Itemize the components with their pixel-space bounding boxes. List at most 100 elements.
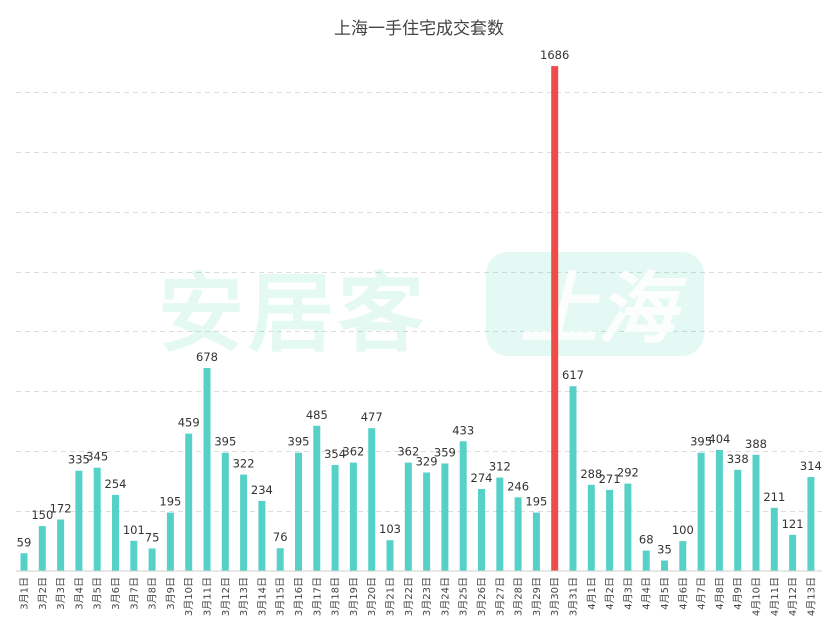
data-label: 678 — [196, 350, 218, 364]
x-tick-label: 3月29日 — [531, 577, 543, 616]
data-label: 103 — [379, 522, 401, 536]
bar — [112, 494, 119, 571]
bar — [423, 472, 431, 571]
x-tick-label: 3月27日 — [494, 577, 506, 616]
bar — [331, 465, 339, 571]
x-tick-label: 4月3日 — [622, 577, 634, 610]
data-label: 395 — [288, 435, 310, 449]
x-tick-label: 3月16日 — [293, 577, 305, 616]
watermark-logo: 安居客 上海 — [158, 252, 704, 364]
x-tick-label: 3月30日 — [549, 577, 561, 616]
x-tick-label: 4月4日 — [641, 577, 653, 610]
x-tick-label: 4月2日 — [604, 577, 616, 610]
bar — [130, 540, 138, 571]
data-label: 345 — [86, 450, 108, 464]
bar — [276, 548, 284, 571]
data-label: 312 — [489, 460, 511, 474]
bar — [221, 452, 229, 571]
data-label: 75 — [145, 531, 160, 545]
data-label: 68 — [639, 533, 654, 547]
bar — [551, 66, 559, 571]
data-label: 254 — [105, 477, 127, 491]
data-label: 234 — [251, 483, 273, 497]
x-tick-label: 3月2日 — [37, 577, 49, 610]
data-label: 76 — [273, 530, 288, 544]
data-label: 359 — [434, 446, 456, 460]
data-label: 477 — [361, 410, 383, 424]
x-tick-label: 4月8日 — [714, 577, 726, 610]
data-label: 1686 — [540, 48, 569, 62]
bar — [752, 454, 760, 571]
bar — [38, 526, 46, 571]
data-label: 322 — [233, 457, 255, 471]
x-tick-label: 4月13日 — [805, 577, 817, 616]
x-tick-label: 3月24日 — [439, 577, 451, 616]
bar — [697, 452, 705, 571]
data-label: 274 — [471, 471, 493, 485]
x-tick-label: 3月31日 — [568, 577, 580, 616]
data-label: 271 — [599, 472, 621, 486]
bar — [93, 467, 101, 571]
x-tick-label: 3月20日 — [366, 577, 378, 616]
bar — [185, 433, 193, 571]
x-tick-label: 3月13日 — [238, 577, 250, 616]
x-tick-label: 4月11日 — [769, 577, 781, 616]
bar — [258, 500, 266, 571]
data-label: 101 — [123, 523, 145, 537]
bar — [166, 512, 174, 571]
data-label: 329 — [416, 455, 438, 469]
data-label: 362 — [397, 445, 419, 459]
data-label: 292 — [617, 466, 639, 480]
x-tick-label: 3月12日 — [220, 577, 232, 616]
data-label: 195 — [525, 495, 547, 509]
data-label: 617 — [562, 368, 584, 382]
chart-title: 上海一手住宅成交套数 — [334, 19, 504, 39]
bar — [807, 477, 815, 571]
bar — [642, 550, 650, 571]
watermark-brand: 安居客 — [158, 264, 428, 364]
data-label: 314 — [800, 459, 822, 473]
watermark-badge — [486, 252, 704, 356]
x-tick-label: 4月10日 — [751, 577, 763, 616]
bar — [20, 553, 28, 571]
bar — [57, 519, 65, 571]
bar — [661, 560, 668, 571]
bar — [715, 450, 723, 571]
x-tick-label: 4月12日 — [787, 577, 799, 616]
x-tick-label: 4月5日 — [659, 577, 671, 610]
data-label: 195 — [159, 495, 181, 509]
bar — [478, 489, 485, 571]
bar — [606, 489, 614, 571]
data-label: 395 — [214, 435, 236, 449]
x-tick-label: 3月6日 — [110, 577, 122, 610]
data-label: 59 — [17, 535, 32, 549]
data-label: 395 — [690, 435, 712, 449]
bar — [770, 507, 778, 571]
bar — [587, 484, 595, 571]
data-label: 246 — [507, 479, 529, 493]
x-tick-label: 3月1日 — [19, 577, 31, 610]
x-tick-label: 3月17日 — [311, 577, 323, 616]
data-label: 354 — [324, 447, 346, 461]
data-label: 35 — [657, 543, 672, 557]
x-tick-label: 3月14日 — [256, 577, 268, 616]
data-label: 433 — [452, 423, 474, 437]
bar — [148, 548, 156, 571]
bar — [679, 541, 687, 571]
data-label: 338 — [727, 452, 749, 466]
bar — [404, 462, 412, 571]
x-tick-label: 4月6日 — [677, 577, 689, 610]
watermark-city: 上海 — [520, 265, 687, 355]
x-tick-label: 3月19日 — [348, 577, 360, 616]
x-tick-label: 3月26日 — [476, 577, 488, 616]
bar — [368, 428, 376, 571]
data-label: 388 — [745, 437, 767, 451]
bar — [349, 462, 357, 571]
data-label: 459 — [178, 416, 200, 430]
bar — [441, 463, 449, 571]
bar — [295, 452, 302, 571]
bar — [386, 540, 394, 571]
x-tick-label: 3月23日 — [421, 577, 433, 616]
x-tick-label: 3月21日 — [385, 577, 397, 616]
